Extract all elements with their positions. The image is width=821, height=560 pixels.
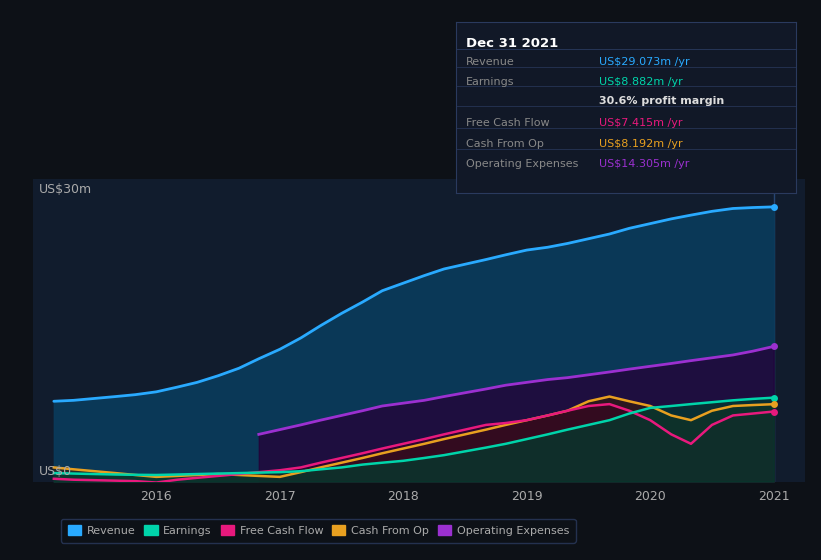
Text: US$8.882m /yr: US$8.882m /yr — [599, 77, 682, 87]
Text: US$8.192m /yr: US$8.192m /yr — [599, 138, 682, 148]
Text: Operating Expenses: Operating Expenses — [466, 159, 578, 169]
Text: 30.6% profit margin: 30.6% profit margin — [599, 96, 724, 106]
Text: Dec 31 2021: Dec 31 2021 — [466, 37, 558, 50]
Text: Revenue: Revenue — [466, 57, 515, 67]
Text: US$0: US$0 — [39, 465, 72, 478]
Text: Free Cash Flow: Free Cash Flow — [466, 118, 549, 128]
Text: US$30m: US$30m — [39, 183, 92, 196]
Text: US$29.073m /yr: US$29.073m /yr — [599, 57, 690, 67]
Legend: Revenue, Earnings, Free Cash Flow, Cash From Op, Operating Expenses: Revenue, Earnings, Free Cash Flow, Cash … — [61, 519, 576, 543]
Text: US$14.305m /yr: US$14.305m /yr — [599, 159, 689, 169]
Text: Cash From Op: Cash From Op — [466, 138, 544, 148]
Text: Earnings: Earnings — [466, 77, 515, 87]
Text: US$7.415m /yr: US$7.415m /yr — [599, 118, 682, 128]
